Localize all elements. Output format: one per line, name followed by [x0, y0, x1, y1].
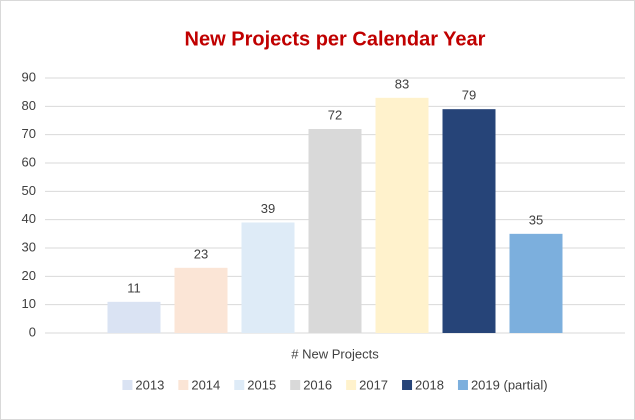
legend-label: 2013 [135, 377, 164, 392]
legend-label: 2015 [247, 377, 276, 392]
y-tick-label: 20 [22, 268, 36, 283]
bar [375, 97, 429, 333]
y-tick-label: 10 [22, 296, 36, 311]
legend-label: 2016 [303, 377, 332, 392]
data-label: 79 [462, 88, 476, 103]
data-label: 72 [328, 107, 342, 122]
data-label: 23 [194, 246, 208, 261]
bar [308, 129, 362, 333]
legend-swatch [178, 380, 189, 390]
legend-label: 2019 (partial) [471, 377, 548, 392]
data-label: 35 [529, 212, 543, 227]
legend-swatch [234, 380, 245, 390]
legend-label: 2018 [415, 377, 444, 392]
legend-swatch [290, 380, 301, 390]
chart-title: New Projects per Calendar Year [185, 28, 486, 50]
bar [107, 301, 161, 333]
bar [442, 109, 496, 334]
y-tick-label: 70 [22, 126, 36, 141]
legend-swatch [346, 380, 357, 390]
y-tick-label: 50 [22, 183, 36, 198]
legend-label: 2017 [359, 377, 388, 392]
data-label: 39 [261, 201, 275, 216]
legend-swatch [457, 380, 468, 390]
data-label: 83 [395, 76, 409, 91]
legend-swatch [402, 380, 413, 390]
y-tick-label: 90 [22, 69, 36, 84]
bar [509, 233, 563, 333]
y-tick-label: 60 [22, 154, 36, 169]
y-tick-label: 0 [29, 324, 36, 339]
y-tick-label: 80 [22, 98, 36, 113]
legend-swatch [122, 380, 133, 390]
y-tick-label: 40 [22, 211, 36, 226]
bar [241, 222, 295, 333]
data-label: 11 [127, 280, 141, 295]
bar [174, 267, 228, 333]
legend-label: 2014 [191, 377, 220, 392]
y-tick-label: 30 [22, 239, 36, 254]
x-tick-label: # New Projects [291, 346, 379, 361]
